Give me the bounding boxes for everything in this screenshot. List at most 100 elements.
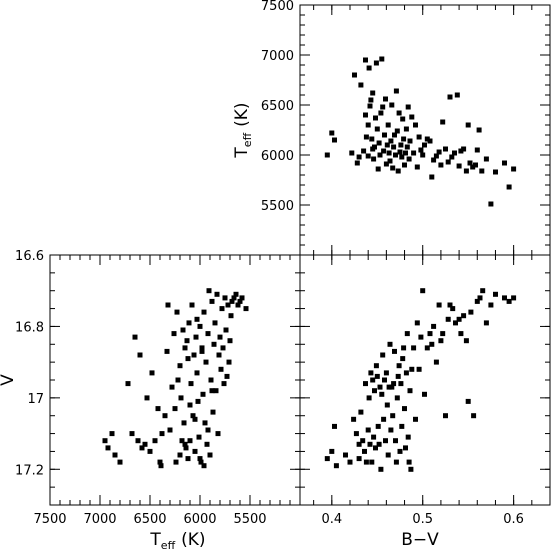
teff-vs-bv-point bbox=[409, 114, 415, 120]
teff-vs-bv-point bbox=[429, 174, 435, 180]
teff-vs-bv-point bbox=[391, 144, 397, 150]
teff-vs-bv-point bbox=[433, 153, 439, 159]
v-vs-teff-point bbox=[205, 331, 211, 337]
v-vs-teff-point bbox=[237, 298, 243, 304]
v-vs-bv-point bbox=[465, 398, 471, 404]
v-vs-teff-point bbox=[201, 309, 207, 315]
v-vs-bv-point bbox=[418, 334, 424, 340]
v-vs-teff-point bbox=[197, 456, 203, 462]
v-vs-teff-point bbox=[228, 313, 234, 319]
v-vs-bv-point bbox=[422, 391, 427, 397]
v-vs-bv-point bbox=[372, 388, 377, 394]
v-vs-teff-point bbox=[210, 409, 216, 415]
v-vs-teff-point bbox=[224, 373, 230, 379]
v-vs-bv-point bbox=[383, 438, 388, 444]
teff-vs-bv-point bbox=[401, 136, 407, 142]
teff-vs-bv-point bbox=[388, 138, 394, 144]
v-vs-bv-point bbox=[458, 331, 464, 337]
v-vs-bv-point bbox=[427, 331, 433, 337]
v-vs-bv-point bbox=[402, 406, 407, 412]
v-vs-bv-point bbox=[383, 370, 389, 376]
teff-vs-bv-point bbox=[398, 142, 404, 148]
v-vs-teff-point bbox=[102, 438, 108, 444]
v-vs-teff-point bbox=[177, 452, 183, 458]
v-vs-teff-point bbox=[239, 295, 245, 301]
v-vs-bv-point bbox=[453, 320, 458, 326]
v-vs-teff-points bbox=[102, 288, 249, 469]
v-vs-teff-point bbox=[147, 448, 153, 454]
v-vs-bv-point bbox=[436, 302, 442, 308]
v-vs-teff-point bbox=[165, 302, 171, 308]
teff-vs-bv-point bbox=[387, 158, 393, 164]
teff-vs-bv-point bbox=[427, 138, 433, 144]
teff-vs-bv-point bbox=[458, 148, 464, 154]
teff-vs-bv-point bbox=[438, 162, 444, 168]
teff-vs-bv-point bbox=[376, 140, 382, 146]
teff-vs-bv-point bbox=[380, 104, 386, 110]
teff-vs-bv-point bbox=[384, 142, 390, 148]
teff-vs-bv-point bbox=[463, 168, 469, 174]
v-vs-teff-point bbox=[193, 334, 199, 340]
teff-vs-bv-point bbox=[473, 162, 478, 168]
v-vs-teff-point bbox=[195, 398, 201, 404]
v-vs-teff-panel: 16.6 16.8 17 17.2 7500 7000 6500 6000 5500 V Tef… bbox=[0, 249, 301, 551]
v-vs-bv-point bbox=[379, 391, 385, 397]
v-vs-bv-point bbox=[474, 298, 480, 304]
v-vs-bv-point bbox=[347, 459, 353, 465]
v-vs-teff-point bbox=[221, 381, 227, 387]
v-vs-teff-point bbox=[167, 427, 173, 433]
v-vs-teff-point bbox=[192, 416, 198, 422]
teff-vs-bv-point bbox=[385, 122, 391, 128]
teff-vs-bv-point bbox=[465, 122, 471, 128]
v-vs-bv-point bbox=[493, 291, 498, 297]
v-vs-teff-point bbox=[222, 295, 228, 301]
v-vs-teff-point bbox=[182, 441, 188, 447]
v-vs-bv-point bbox=[395, 373, 401, 379]
v-vs-teff-point bbox=[213, 388, 219, 394]
teff-vs-bv-point bbox=[394, 128, 400, 134]
v-vs-teff-point bbox=[175, 377, 181, 383]
v-vs-bv-point bbox=[333, 463, 339, 469]
v-vs-teff-point bbox=[112, 452, 118, 458]
v-vs-teff-xtick-label: 5500 bbox=[233, 512, 266, 527]
v-vs-bv-point bbox=[424, 345, 430, 351]
teff-vs-bv-point bbox=[383, 161, 389, 167]
v-vs-teff-ticks: 16.6 16.8 17 17.2 7500 7000 6500 6000 5500 bbox=[15, 249, 301, 527]
v-vs-bv-point bbox=[408, 466, 414, 472]
teff-vs-bv-ytick-label: 7000 bbox=[261, 49, 294, 64]
v-vs-teff-point bbox=[202, 420, 208, 426]
v-vs-teff-point bbox=[211, 341, 217, 347]
teff-vs-bv-point bbox=[445, 159, 451, 165]
v-vs-bv-point bbox=[363, 381, 368, 387]
v-vs-bv-point bbox=[404, 331, 410, 337]
teff-vs-bv-point bbox=[368, 97, 374, 103]
v-vs-teff-point bbox=[229, 298, 235, 304]
v-vs-bv-point bbox=[407, 388, 413, 394]
teff-vs-bv-point bbox=[383, 96, 388, 102]
v-vs-teff-point bbox=[197, 323, 203, 329]
v-vs-bv-xtick-label: 0.5 bbox=[412, 512, 433, 527]
teff-vs-bv-ytick-label: 6000 bbox=[261, 149, 294, 164]
teff-vs-bv-point bbox=[474, 147, 480, 153]
v-vs-teff-point bbox=[149, 370, 155, 376]
v-vs-teff-ytick-label: 16.6 bbox=[15, 249, 44, 264]
v-vs-teff-xtick-label: 7000 bbox=[83, 512, 116, 527]
v-vs-bv-point bbox=[429, 341, 435, 347]
v-vs-bv-point bbox=[393, 459, 399, 465]
teff-vs-bv-point bbox=[324, 152, 330, 158]
teff-vs-bv-point bbox=[379, 56, 385, 62]
v-vs-teff-point bbox=[198, 459, 204, 465]
teff-vs-bv-point bbox=[405, 104, 411, 110]
v-vs-teff-point bbox=[203, 359, 209, 365]
v-vs-teff-point bbox=[226, 359, 232, 365]
teff-vs-bv-point bbox=[402, 162, 407, 168]
teff-vs-bv-point bbox=[476, 127, 482, 133]
v-vs-bv-point bbox=[477, 295, 483, 301]
v-vs-teff-point bbox=[219, 306, 225, 312]
v-vs-bv-point bbox=[396, 363, 402, 369]
v-vs-bv-point bbox=[406, 459, 412, 465]
teff-vs-bv-point bbox=[349, 150, 355, 156]
v-vs-teff-point bbox=[139, 445, 145, 451]
teff-vs-bv-point bbox=[488, 201, 494, 207]
